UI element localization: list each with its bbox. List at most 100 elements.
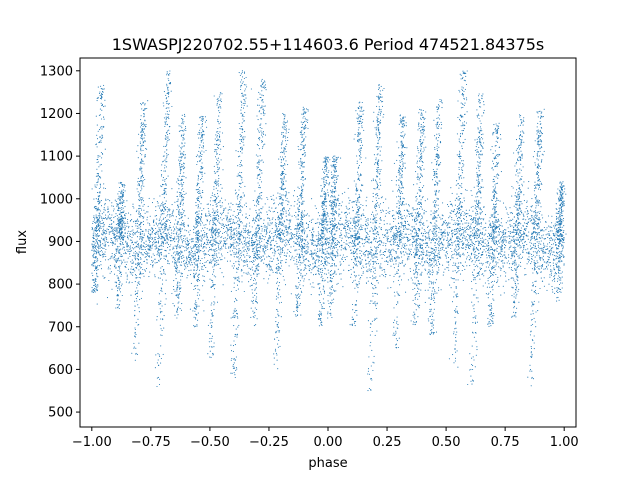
data-point — [152, 222, 155, 224]
data-point — [464, 237, 466, 239]
data-point — [176, 248, 178, 250]
data-point — [271, 247, 273, 249]
data-point — [551, 286, 553, 288]
data-point — [501, 240, 503, 242]
data-point — [284, 236, 286, 238]
data-point — [252, 260, 254, 262]
data-point — [359, 278, 361, 280]
data-point — [173, 248, 175, 250]
data-point — [124, 232, 126, 234]
data-point — [174, 201, 176, 203]
data-point — [511, 213, 513, 215]
data-point — [554, 227, 556, 229]
data-point — [338, 213, 340, 215]
data-point — [395, 252, 397, 254]
data-point — [109, 272, 111, 274]
data-point — [324, 243, 326, 245]
data-point — [103, 253, 105, 255]
data-point — [496, 282, 498, 284]
data-point — [443, 244, 445, 246]
data-point — [286, 219, 288, 221]
data-point — [270, 240, 272, 242]
data-point — [134, 255, 136, 257]
data-point — [543, 285, 545, 287]
data-point — [177, 252, 179, 254]
data-point — [296, 228, 298, 230]
data-point — [248, 250, 250, 252]
data-point — [352, 261, 355, 264]
data-point — [191, 237, 193, 239]
data-point — [499, 267, 501, 269]
data-point — [310, 272, 312, 274]
data-point — [380, 263, 382, 265]
data-point — [116, 245, 118, 247]
data-point — [104, 253, 106, 256]
data-point — [96, 238, 99, 240]
data-point — [351, 245, 353, 247]
data-point — [311, 286, 313, 288]
data-point — [510, 258, 512, 260]
data-point — [427, 254, 429, 256]
data-point — [547, 259, 549, 261]
data-point — [544, 251, 546, 253]
data-point — [344, 256, 346, 259]
data-point — [176, 269, 178, 271]
data-point — [392, 218, 395, 220]
data-point — [172, 211, 174, 213]
data-point — [176, 208, 178, 211]
data-point — [368, 265, 370, 267]
data-point — [241, 251, 243, 253]
data-point — [138, 269, 140, 271]
data-point — [266, 266, 268, 268]
data-point — [286, 219, 289, 221]
data-point — [367, 280, 369, 282]
data-point — [375, 240, 377, 242]
data-point — [542, 263, 544, 266]
data-point — [326, 229, 329, 231]
data-point — [104, 236, 106, 238]
data-point — [539, 257, 541, 259]
data-point — [154, 215, 156, 217]
data-point — [386, 256, 388, 258]
data-point — [253, 254, 255, 257]
data-point — [390, 231, 392, 233]
data-point — [476, 264, 478, 266]
data-point — [544, 268, 546, 270]
data-point — [440, 234, 442, 236]
data-point — [369, 263, 371, 265]
data-point — [296, 230, 298, 232]
data-point — [196, 233, 198, 235]
data-point — [352, 245, 355, 247]
data-point — [332, 253, 334, 255]
data-point — [353, 248, 355, 250]
data-point — [184, 246, 186, 248]
data-point — [289, 238, 291, 240]
data-point — [368, 268, 370, 270]
data-point — [373, 288, 375, 290]
data-point — [263, 246, 266, 248]
data-point — [503, 271, 505, 273]
data-point — [137, 255, 139, 258]
data-point — [540, 249, 542, 251]
data-point — [408, 253, 411, 255]
data-point — [103, 256, 105, 258]
data-point — [353, 234, 355, 236]
data-point — [426, 250, 428, 252]
data-point — [238, 237, 240, 239]
data-point — [406, 215, 408, 217]
data-point — [426, 220, 428, 222]
data-point — [165, 254, 167, 256]
data-point — [421, 251, 423, 254]
data-point — [429, 263, 431, 266]
data-point — [270, 247, 272, 249]
data-point — [191, 264, 193, 266]
data-point — [141, 239, 143, 241]
data-point — [283, 232, 285, 234]
data-point — [251, 251, 253, 253]
data-point — [554, 223, 556, 225]
data-point — [124, 236, 126, 238]
data-point — [402, 251, 404, 253]
data-point — [500, 294, 502, 296]
data-point — [131, 254, 134, 257]
data-point — [309, 264, 311, 266]
